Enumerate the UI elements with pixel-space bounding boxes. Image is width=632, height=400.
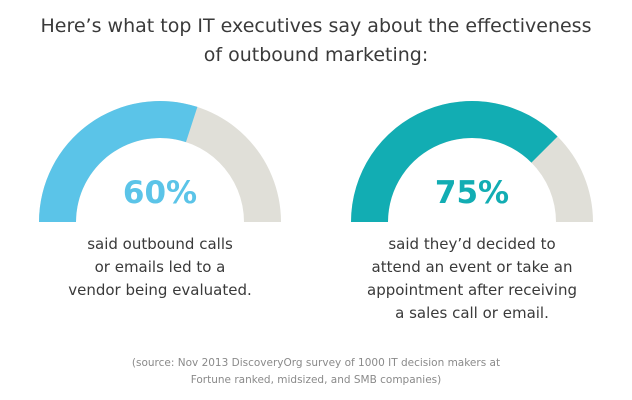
gauge-2-desc-line-2: attend an event or take an (371, 258, 573, 276)
gauge-2-value-label: 75% (434, 175, 510, 211)
source-line-1: (source: Nov 2013 DiscoveryOrg survey of… (131, 357, 501, 369)
gauge-2-fill (351, 100, 558, 222)
source-line-2: Fortune ranked, midsized, and SMB compan… (190, 374, 442, 386)
gauge-1-desc-line-3: vendor being evaluated. (68, 281, 252, 299)
gauge-event-appointment: 75% said they’d decided to attend an eve… (350, 0, 594, 400)
page-title: Here’s what top IT executives say about … (0, 12, 632, 70)
source-note: (source: Nov 2013 DiscoveryOrg survey of… (0, 355, 632, 389)
gauge-1-desc-line-2: or emails led to a (94, 258, 226, 276)
gauge-1-value-label: 60% (122, 175, 198, 211)
title-line-2: of outbound marketing: (203, 44, 429, 66)
gauge-2-description: said they’d decided to attend an event o… (330, 233, 614, 325)
gauge-chart-2 (351, 100, 593, 222)
gauge-1-description: said outbound calls or emails led to a v… (18, 233, 302, 302)
gauge-outbound-evaluation: 60% said outbound calls or emails led to… (38, 0, 282, 400)
gauge-2-desc-line-1: said they’d decided to (388, 235, 556, 253)
gauge-1-fill (39, 100, 198, 222)
gauge-2-desc-line-3: appointment after receiving (367, 281, 577, 299)
title-line-1: Here’s what top IT executives say about … (40, 15, 592, 37)
gauge-chart-1 (39, 100, 281, 222)
gauge-1-desc-line-1: said outbound calls (87, 235, 233, 253)
gauge-2-desc-line-4: a sales call or email. (395, 304, 549, 322)
